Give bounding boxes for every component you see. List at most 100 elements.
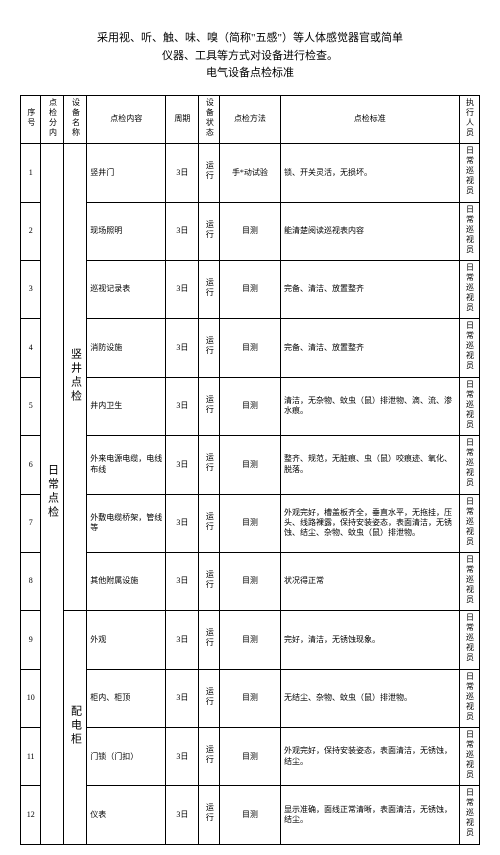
table-row: 6 外来电源电缆，电线布线3日运行目测整齐、规范，无脏痕、虫（鼠）咬痕迹、氧化、脱… bbox=[21, 436, 480, 494]
table-row: 10柜内、柜顶3日运行目测无结尘、杂物、蚊虫（鼠）排泄物。日常巡视员 bbox=[21, 669, 480, 727]
cell-method: 目测 bbox=[219, 377, 280, 435]
cell-standard: 状况得正常 bbox=[281, 552, 460, 610]
cell-status: 运行 bbox=[199, 611, 219, 669]
cell-status: 运行 bbox=[199, 202, 219, 260]
cell-item: 其他附属设施 bbox=[87, 552, 166, 610]
cell-person: 日常巡视员 bbox=[459, 436, 479, 494]
cell-person: 日常巡视员 bbox=[459, 786, 479, 844]
cell-status: 运行 bbox=[199, 669, 219, 727]
cell-period: 3日 bbox=[166, 611, 199, 669]
cell-standard: 显示准确，面线正常清晰，表面清洁，无锈蚀，结尘。 bbox=[281, 786, 460, 844]
cell-person: 日常巡视员 bbox=[459, 319, 479, 377]
cell-status: 运行 bbox=[199, 144, 219, 202]
cell-method: 目测 bbox=[219, 552, 280, 610]
cell-period: 3日 bbox=[166, 669, 199, 727]
cell-standard: 锁、开关灵活，无损坏。 bbox=[281, 144, 460, 202]
cell-method: 目测 bbox=[219, 728, 280, 786]
cell-period: 3日 bbox=[166, 728, 199, 786]
cell-period: 3日 bbox=[166, 319, 199, 377]
cell-person: 日常巡视员 bbox=[459, 202, 479, 260]
cell-seq: 8 bbox=[21, 552, 41, 610]
cell-method: 手*动试验 bbox=[219, 144, 280, 202]
cell-method: 目测 bbox=[219, 436, 280, 494]
cell-status: 运行 bbox=[199, 319, 219, 377]
h-item: 点检内容 bbox=[87, 95, 166, 143]
cell-item: 外观 bbox=[87, 611, 166, 669]
cell-item: 消防设施 bbox=[87, 319, 166, 377]
cell-method: 目测 bbox=[219, 494, 280, 552]
cell-status: 运行 bbox=[199, 786, 219, 844]
cell-method: 目测 bbox=[219, 611, 280, 669]
table-row: 3巡视记录表3日运行目测完备、清洁、放置整齐日常巡视员 bbox=[21, 260, 480, 318]
cell-standard: 完备、清洁、放置整齐 bbox=[281, 260, 460, 318]
cell-person: 日常巡视员 bbox=[459, 377, 479, 435]
table-row: 4消防设施3日运行目测完备、清洁、放置整齐日常巡视员 bbox=[21, 319, 480, 377]
table-row: 1日常点检竖井点检竖井门3日运行手*动试验锁、开关灵活，无损坏。日常巡视员 bbox=[21, 144, 480, 202]
cell-item: 现场照明 bbox=[87, 202, 166, 260]
h-standard: 点检标准 bbox=[281, 95, 460, 143]
table-row: 11 门锁（门扣）3日运行目测外观完好，保持安装姿态，表面清洁，无锈蚀，结尘。日常… bbox=[21, 728, 480, 786]
table-row: 8其他附属设施3日运行目测状况得正常日常巡视员 bbox=[21, 552, 480, 610]
inspection-table: 序号 点检分内 设备名称 点检内容 周期 设备状态 点检方法 点检标准 执行人员… bbox=[20, 95, 480, 845]
cell-seq: 11 bbox=[21, 728, 41, 786]
table-row: 9配电柜外观3日运行目测完好，清洁，无锈蚀现象。日常巡视员 bbox=[21, 611, 480, 669]
cell-method: 目测 bbox=[219, 786, 280, 844]
cell-seq: 12 bbox=[21, 786, 41, 844]
title-line-1: 采用视、听、触、味、嗅（简称"五感"）等人体感觉器官或简单 bbox=[97, 32, 403, 44]
cell-category: 日常点检 bbox=[41, 144, 64, 845]
cell-item: 巡视记录表 bbox=[87, 260, 166, 318]
cell-person: 日常巡视员 bbox=[459, 669, 479, 727]
h-group: 设备名称 bbox=[64, 95, 87, 143]
title-line-3: 电气设备点检标准 bbox=[206, 67, 294, 79]
table-row: 12仪表3日运行目测显示准确，面线正常清晰，表面清洁，无锈蚀，结尘。日常巡视员 bbox=[21, 786, 480, 844]
cell-seq: 4 bbox=[21, 319, 41, 377]
cell-standard: 外观完好，槽盖板齐全，垂直水平，无拖挂，压头、线路裸露，保持安装姿态，表面清洁，… bbox=[281, 494, 460, 552]
cell-period: 3日 bbox=[166, 202, 199, 260]
cell-period: 3日 bbox=[166, 494, 199, 552]
cell-item: 柜内、柜顶 bbox=[87, 669, 166, 727]
cell-person: 日常巡视员 bbox=[459, 611, 479, 669]
cell-status: 运行 bbox=[199, 260, 219, 318]
cell-item: 外来电源电缆，电线布线 bbox=[87, 436, 166, 494]
cell-seq: 2 bbox=[21, 202, 41, 260]
cell-status: 运行 bbox=[199, 728, 219, 786]
cell-period: 3日 bbox=[166, 377, 199, 435]
cell-seq: 7 bbox=[21, 494, 41, 552]
cell-standard: 完好，清洁，无锈蚀现象。 bbox=[281, 611, 460, 669]
cell-period: 3日 bbox=[166, 260, 199, 318]
cell-seq: 3 bbox=[21, 260, 41, 318]
h-method: 点检方法 bbox=[219, 95, 280, 143]
cell-group: 竖井点检 bbox=[64, 144, 87, 611]
cell-status: 运行 bbox=[199, 552, 219, 610]
cell-standard: 完备、清洁、放置整齐 bbox=[281, 319, 460, 377]
h-person: 执行人员 bbox=[459, 95, 479, 143]
cell-period: 3日 bbox=[166, 144, 199, 202]
cell-item: 仪表 bbox=[87, 786, 166, 844]
cell-status: 运行 bbox=[199, 377, 219, 435]
cell-standard: 整齐、规范，无脏痕、虫（鼠）咬痕迹、氧化、脱落。 bbox=[281, 436, 460, 494]
cell-standard: 外观完好，保持安装姿态，表面清洁，无锈蚀，结尘。 bbox=[281, 728, 460, 786]
cell-person: 日常巡视员 bbox=[459, 728, 479, 786]
cell-item: 门锁（门扣） bbox=[87, 728, 166, 786]
cell-method: 目测 bbox=[219, 202, 280, 260]
page-title: 采用视、听、触、味、嗅（简称"五感"）等人体感觉器官或简单 仪器、工具等方式对设… bbox=[20, 30, 480, 83]
cell-method: 目测 bbox=[219, 260, 280, 318]
cell-status: 运行 bbox=[199, 436, 219, 494]
cell-standard: 能清楚阅读巡视表内容 bbox=[281, 202, 460, 260]
cell-item: 井内卫生 bbox=[87, 377, 166, 435]
cell-person: 日常巡视员 bbox=[459, 494, 479, 552]
cell-seq: 6 bbox=[21, 436, 41, 494]
cell-method: 目测 bbox=[219, 669, 280, 727]
cell-person: 日常巡视员 bbox=[459, 144, 479, 202]
header-row: 序号 点检分内 设备名称 点检内容 周期 设备状态 点检方法 点检标准 执行人员 bbox=[21, 95, 480, 143]
cell-standard: 清洁，无杂物、蚊虫（鼠）排泄物、滴、流、渗水痕。 bbox=[281, 377, 460, 435]
table-row: 5井内卫生3日运行目测清洁，无杂物、蚊虫（鼠）排泄物、滴、流、渗水痕。日常巡视员 bbox=[21, 377, 480, 435]
h-seq: 序号 bbox=[21, 95, 41, 143]
cell-period: 3日 bbox=[166, 436, 199, 494]
h-status: 设备状态 bbox=[199, 95, 219, 143]
cell-period: 3日 bbox=[166, 552, 199, 610]
cell-seq: 9 bbox=[21, 611, 41, 669]
cell-standard: 无结尘、杂物、蚊虫（鼠）排泄物。 bbox=[281, 669, 460, 727]
table-row: 2 现场照明3日运行目测能清楚阅读巡视表内容日常巡视员 bbox=[21, 202, 480, 260]
title-line-2: 仪器、工具等方式对设备进行检查。 bbox=[162, 50, 338, 62]
